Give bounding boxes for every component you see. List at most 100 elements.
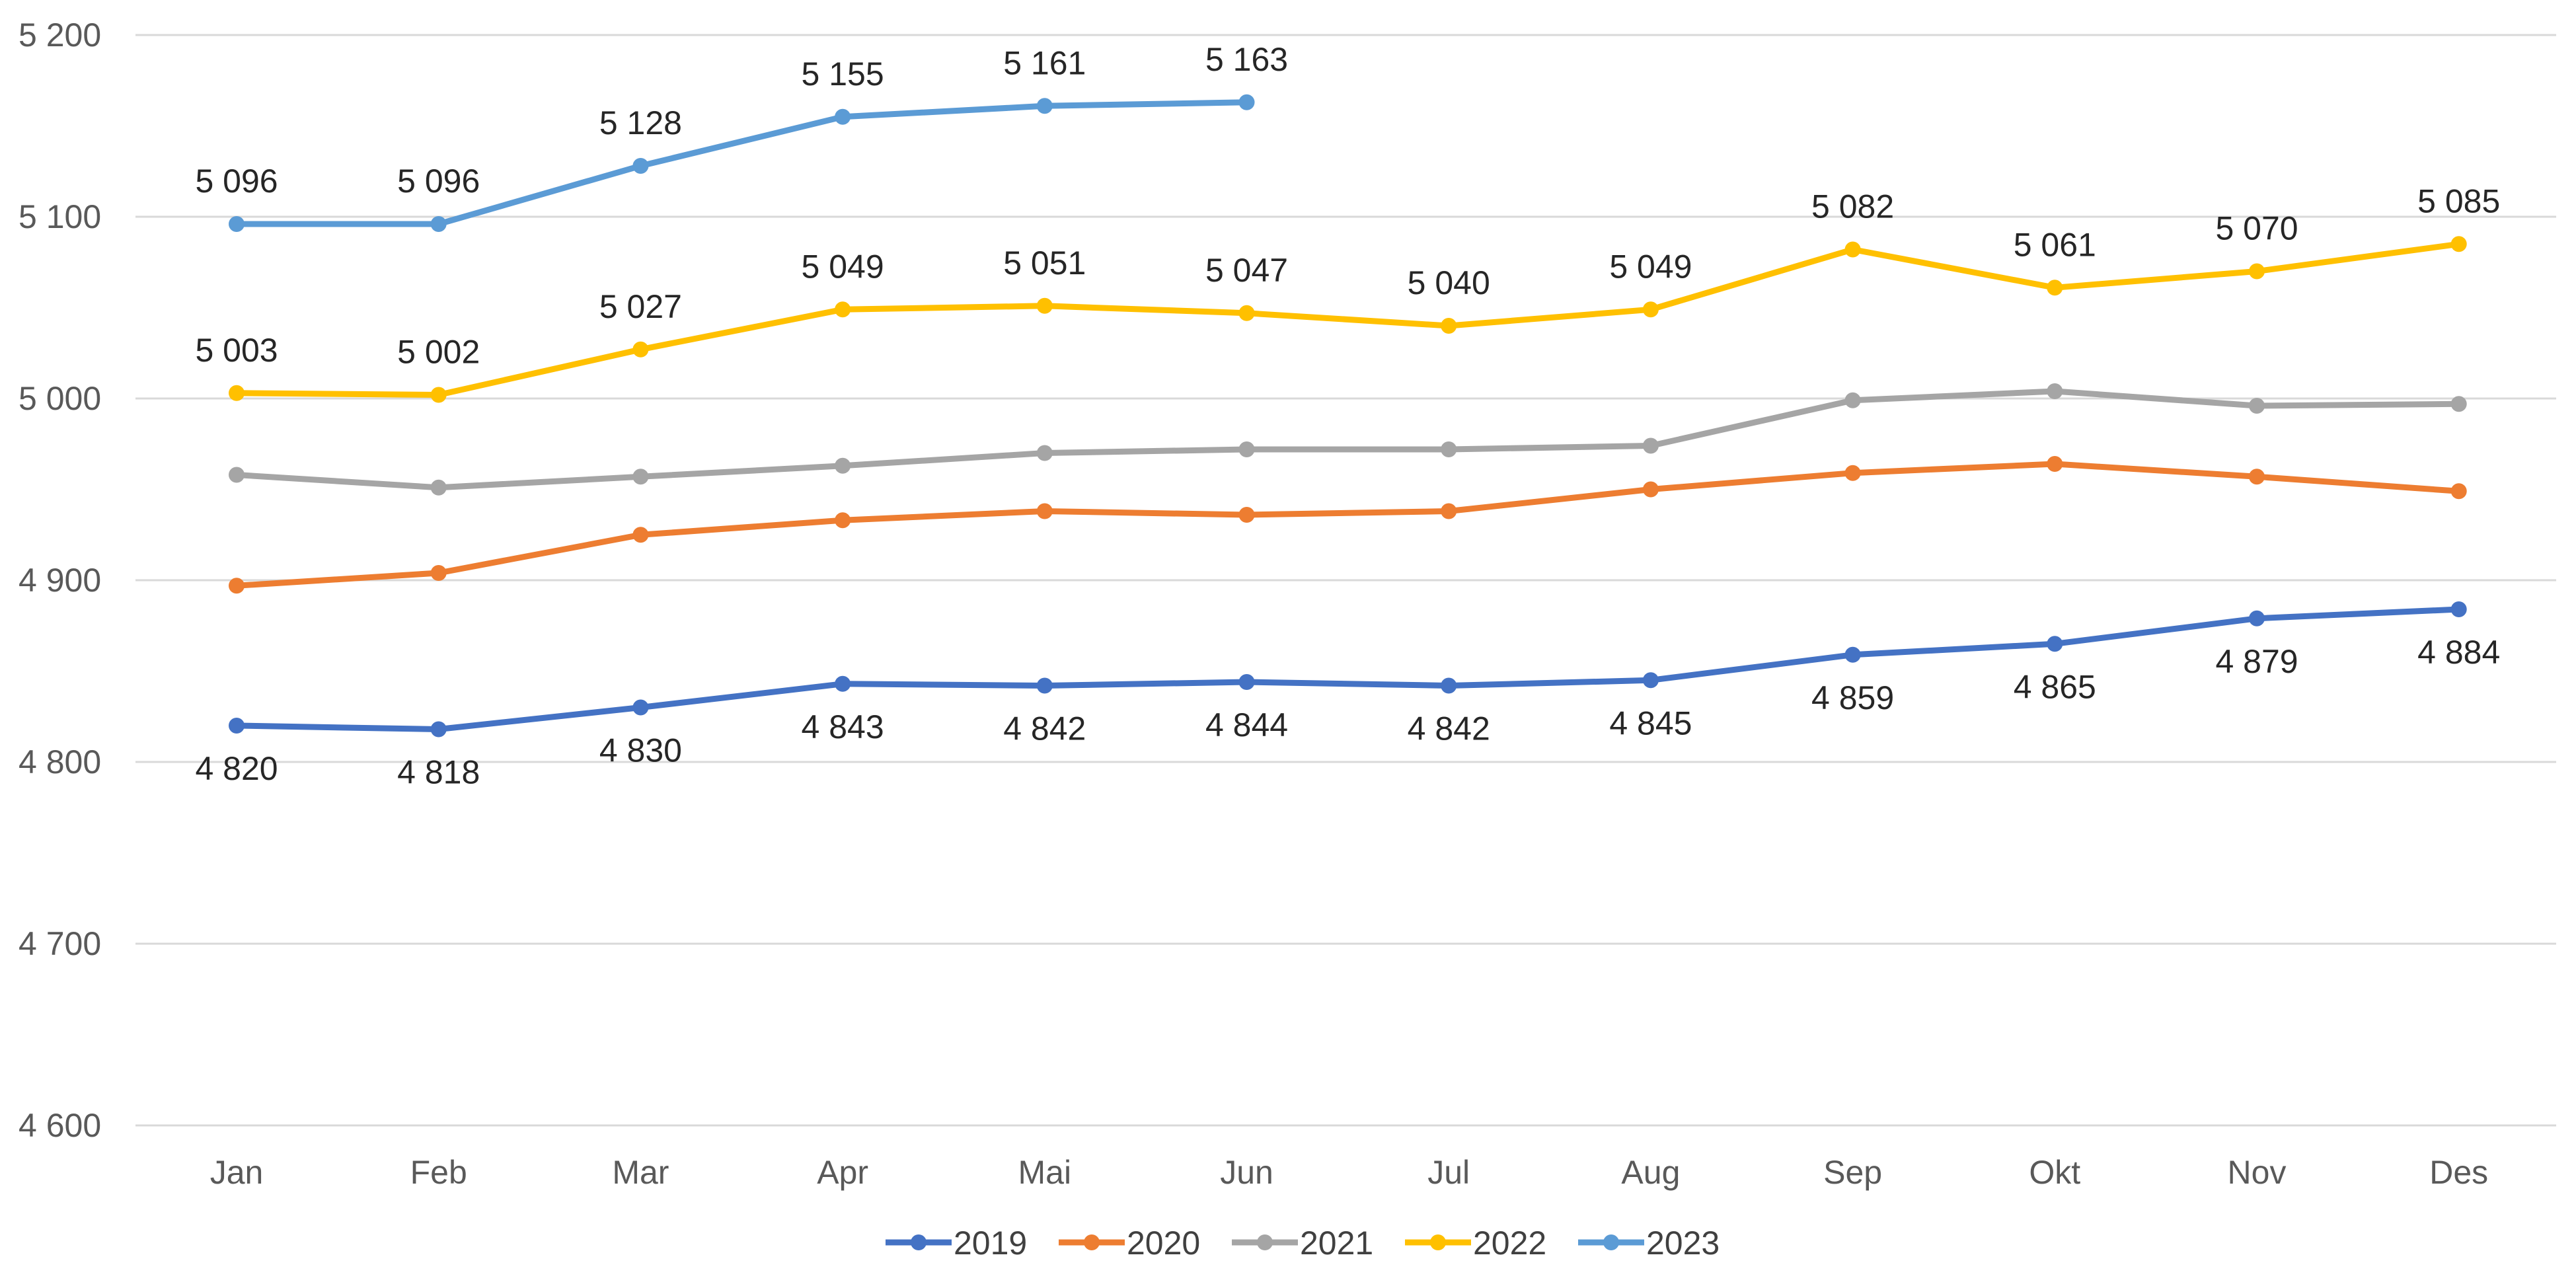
data-point-2022 (1036, 297, 1053, 314)
data-label-2022: 5 061 (2014, 226, 2096, 263)
y-tick-label: 5 100 (19, 198, 101, 235)
data-point-2022 (2450, 236, 2467, 252)
data-point-2019 (835, 675, 851, 692)
data-point-2019 (1238, 674, 1255, 690)
data-point-2021 (2450, 396, 2467, 412)
data-label-2022: 5 049 (1609, 248, 1692, 285)
data-point-2022 (1441, 318, 1457, 334)
data-point-2022 (430, 387, 447, 403)
data-label-2022: 5 027 (599, 288, 682, 325)
data-point-2020 (835, 512, 851, 529)
x-tick-label: Okt (2029, 1154, 2080, 1191)
legend-label-2021: 2021 (1300, 1225, 1373, 1262)
y-tick-label: 4 600 (19, 1107, 101, 1144)
data-point-2020 (632, 527, 649, 543)
data-point-2019 (2450, 601, 2467, 617)
gridlines (135, 34, 2556, 1127)
series-line-2022 (233, 241, 2462, 398)
data-label-2019: 4 859 (1811, 679, 1894, 716)
x-tick-label: Mar (612, 1154, 669, 1191)
data-point-2023 (632, 158, 649, 174)
data-label-2019: 4 879 (2215, 643, 2298, 680)
series-line-2020 (233, 461, 2462, 589)
x-axis-tick-labels: Jan Feb Mar Apr Mai Jun Jul Aug Sep Okt Nov Des (210, 1154, 2488, 1191)
series-line-2019 (233, 606, 2462, 732)
legend-swatch-marker-2021 (1257, 1234, 1273, 1250)
data-label-2019: 4 830 (599, 732, 682, 769)
x-tick-label: Apr (817, 1154, 868, 1191)
x-tick-label: Jan (210, 1154, 264, 1191)
data-label-2023: 5 155 (802, 56, 884, 93)
data-point-2021 (835, 457, 851, 474)
data-point-2023 (1036, 98, 1053, 114)
data-point-2019 (2249, 610, 2265, 626)
data-point-2020 (229, 578, 245, 594)
data-label-2019: 4 842 (1408, 710, 1490, 747)
data-point-2019 (1844, 646, 1861, 663)
y-tick-label: 4 700 (19, 925, 101, 962)
data-point-2023 (835, 108, 851, 125)
data-label-2022: 5 049 (802, 248, 884, 285)
x-tick-label: Jul (1427, 1154, 1470, 1191)
data-point-2021 (1441, 441, 1457, 457)
data-point-2019 (430, 721, 447, 738)
data-point-2021 (1642, 437, 1659, 454)
y-tick-label: 5 200 (19, 17, 101, 54)
data-point-2020 (1844, 465, 1861, 481)
data-label-2023: 5 128 (599, 104, 682, 141)
data-label-2022: 5 085 (2417, 182, 2500, 219)
series-lines (229, 94, 2467, 738)
data-point-2022 (229, 385, 245, 401)
y-tick-label: 5 000 (19, 380, 101, 417)
data-point-2020 (1642, 481, 1659, 498)
y-axis-tick-labels: 4 600 4 700 4 800 4 900 5 000 5 100 5 200 (19, 17, 101, 1144)
data-point-2019 (1036, 677, 1053, 694)
data-point-2020 (1036, 503, 1053, 519)
data-point-2020 (1441, 503, 1457, 519)
data-point-2022 (1844, 241, 1861, 258)
series-line-2021 (233, 388, 2462, 491)
legend-swatch-marker-2022 (1430, 1234, 1446, 1250)
data-point-2021 (2047, 383, 2063, 399)
x-tick-label: Sep (1823, 1154, 1882, 1191)
data-labels: 4 820 4 818 4 830 4 843 4 842 4 844 4 842 4 845… (195, 41, 2500, 791)
data-point-2022 (835, 301, 851, 318)
x-tick-label: Aug (1621, 1154, 1680, 1191)
data-label-2022: 5 002 (397, 334, 480, 371)
data-point-2021 (1238, 441, 1255, 457)
data-point-2021 (229, 467, 245, 483)
data-point-2021 (430, 479, 447, 496)
data-label-2023: 5 163 (1205, 41, 1288, 78)
series-line-2023 (233, 99, 1250, 227)
data-label-2022: 5 040 (1408, 264, 1490, 301)
legend: 2019 2020 2021 2022 2023 (886, 1225, 1720, 1262)
data-label-2023: 5 096 (397, 163, 480, 200)
x-tick-label: Jun (1220, 1154, 1273, 1191)
x-tick-label: Feb (410, 1154, 467, 1191)
data-point-2020 (2249, 469, 2265, 485)
data-point-2021 (1036, 445, 1053, 461)
data-point-2021 (1844, 392, 1861, 408)
data-label-2019: 4 818 (397, 754, 480, 791)
data-label-2022: 5 070 (2215, 210, 2298, 247)
legend-swatch-marker-2023 (1603, 1234, 1619, 1250)
legend-label-2023: 2023 (1646, 1225, 1720, 1262)
legend-label-2019: 2019 (954, 1225, 1027, 1262)
data-label-2019: 4 842 (1003, 710, 1086, 747)
data-point-2020 (2047, 456, 2063, 472)
data-label-2022: 5 047 (1205, 252, 1288, 289)
data-label-2022: 5 003 (195, 332, 278, 369)
data-point-2019 (2047, 636, 2063, 652)
data-point-2023 (1238, 94, 1255, 110)
data-point-2022 (1238, 305, 1255, 321)
legend-swatch-marker-2020 (1084, 1234, 1100, 1250)
y-tick-label: 4 900 (19, 562, 101, 599)
data-label-2022: 5 082 (1811, 188, 1894, 225)
legend-label-2022: 2022 (1473, 1225, 1546, 1262)
data-label-2019: 4 843 (802, 708, 884, 745)
data-label-2023: 5 161 (1003, 44, 1086, 81)
data-point-2022 (1642, 301, 1659, 318)
data-point-2021 (632, 469, 649, 485)
data-point-2021 (2249, 398, 2265, 414)
